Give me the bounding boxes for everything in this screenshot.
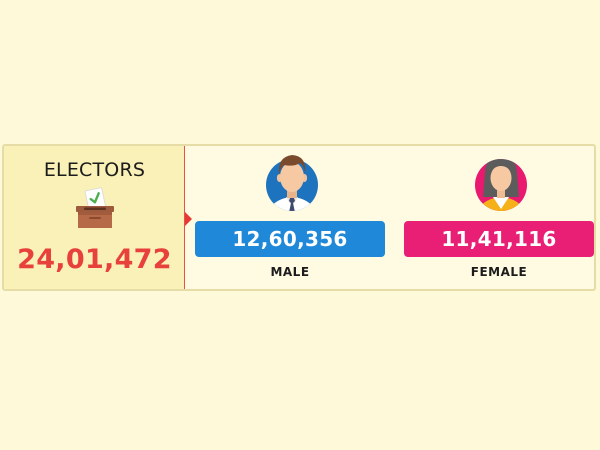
- female-label: FEMALE: [470, 265, 528, 279]
- female-count-badge: 11,41,116: [404, 221, 594, 257]
- male-count-badge: 12,60,356: [195, 221, 385, 257]
- male-label: MALE: [270, 265, 310, 279]
- electors-total: 24,01,472: [17, 244, 172, 275]
- electors-card: ELECTORS 24,01,472: [2, 144, 596, 291]
- electors-summary-panel: ELECTORS 24,01,472: [4, 146, 185, 289]
- panel-pointer-arrow: [185, 212, 192, 226]
- male-avatar-icon: [266, 155, 318, 211]
- electors-title: ELECTORS: [43, 159, 146, 181]
- female-avatar-icon: [475, 159, 527, 211]
- ballot-box-icon: [76, 187, 114, 228]
